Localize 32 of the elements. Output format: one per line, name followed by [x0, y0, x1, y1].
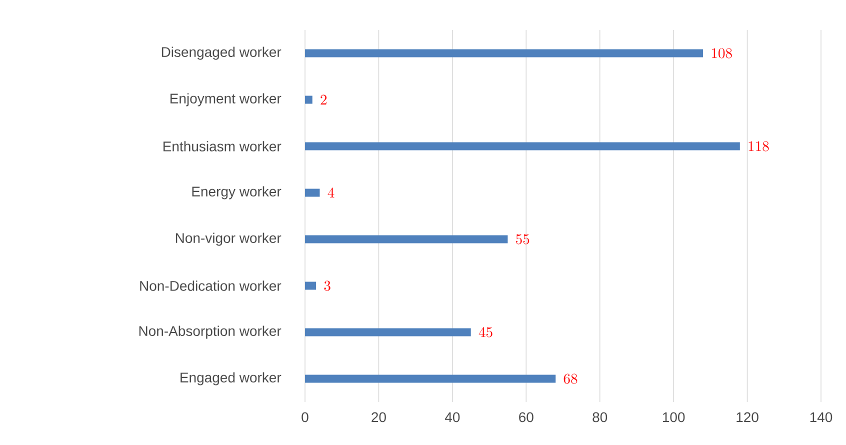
data-label: 3	[324, 280, 330, 291]
bar	[305, 96, 312, 104]
data-label: 118	[748, 141, 769, 152]
bar	[305, 142, 740, 150]
x-tick-label: 20	[372, 412, 386, 422]
data-label: 45	[478, 327, 492, 338]
bar	[305, 188, 320, 197]
x-tick-label: 140	[810, 412, 832, 422]
y-tick-label: Enjoyment worker	[170, 93, 282, 106]
data-label: 108	[712, 48, 732, 58]
x-tick-label: 120	[736, 412, 758, 422]
data-label: 55	[516, 234, 530, 244]
y-tick-label: Enthusiasm worker	[164, 141, 282, 152]
x-tick-label: 100	[662, 412, 685, 422]
y-tick-label: Non-Absorption worker	[139, 326, 282, 339]
x-tick-label: 60	[519, 412, 534, 422]
bar	[305, 49, 704, 58]
y-tick-label: Non-vigor worker	[176, 232, 282, 246]
bar	[305, 328, 471, 336]
bar	[305, 282, 316, 290]
data-label: 68	[564, 374, 578, 384]
y-tick-label: Engaged worker	[180, 372, 282, 386]
bar	[305, 374, 556, 383]
y-tick-label: Disengaged worker	[162, 46, 282, 60]
data-label: 4	[328, 188, 334, 198]
y-tick-label: Non-Dedication worker	[140, 280, 282, 291]
x-tick-label: 0	[302, 412, 308, 422]
x-tick-label: 80	[592, 412, 608, 422]
y-tick-label: Energy worker	[192, 186, 282, 200]
bar	[305, 235, 508, 244]
x-tick-label: 40	[444, 412, 460, 422]
data-label: 2	[320, 94, 327, 104]
